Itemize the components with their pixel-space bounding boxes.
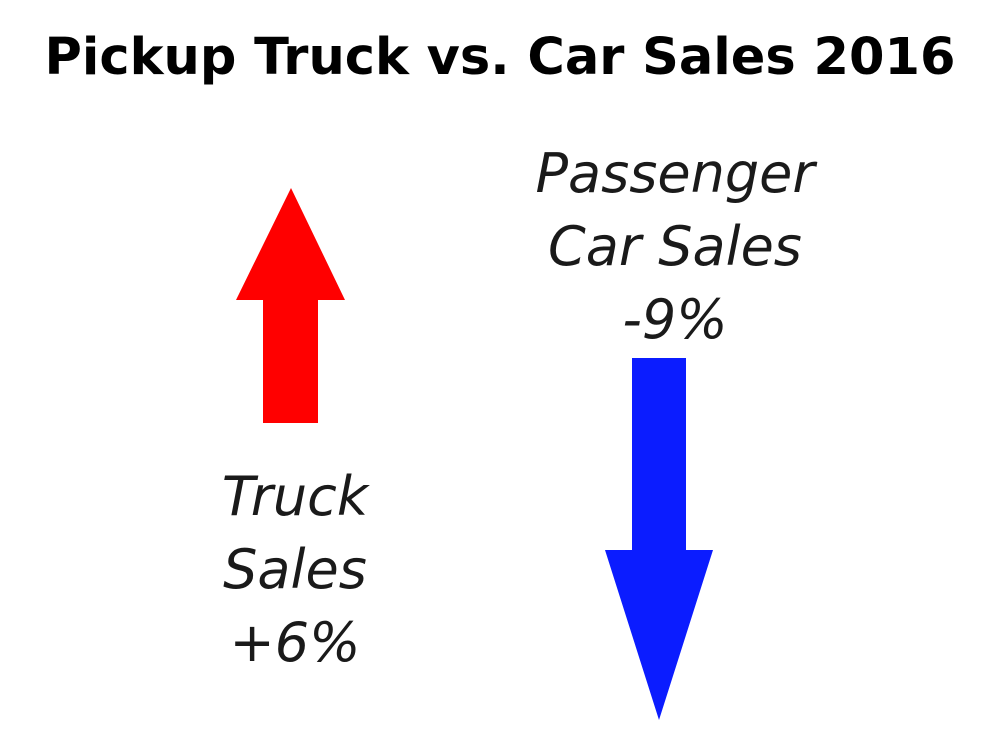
car-label-line-1: Passenger <box>535 142 815 205</box>
car-sales-label: Passenger Car Sales -9% <box>510 137 840 356</box>
truck-label-line-1: Truck <box>221 465 369 528</box>
truck-sales-label: Truck Sales +6% <box>180 460 410 679</box>
car-label-line-3: -9% <box>622 288 728 351</box>
car-down-arrow <box>605 358 713 720</box>
car-label-line-2: Car Sales <box>548 215 802 278</box>
truck-label-line-2: Sales <box>223 538 367 601</box>
chart-title: Pickup Truck vs. Car Sales 2016 <box>44 28 956 87</box>
truck-label-line-3: +6% <box>229 611 361 674</box>
truck-up-arrow <box>236 188 345 423</box>
